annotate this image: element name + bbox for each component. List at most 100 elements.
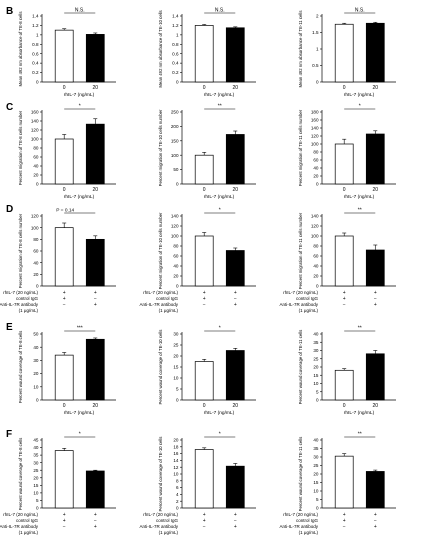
y-tick-label: 0.5 [312,63,319,68]
x-tick-label: 0 [203,403,206,409]
condition-sign: + [203,512,206,518]
y-axis-label: Percent migration of TE-8 cells number [18,110,23,185]
bar [194,25,214,83]
condition-sign: + [343,512,346,518]
y-tick-label: 40 [173,264,179,269]
significance-label: N.S. [355,8,365,14]
x-tick-label: 0 [343,403,346,409]
y-tick-label: 30 [313,455,319,460]
y-tick-label: 100 [311,142,319,147]
y-tick-label: 6 [176,485,179,490]
y-axis-label: Percent wound coverage of TE-10 cells [158,330,163,405]
y-tick-label: 14 [173,458,179,463]
y-tick-label: 35 [313,340,319,345]
y-tick-label: 60 [33,155,39,160]
y-tick-label: 20 [33,173,39,178]
y-tick-label: 0 [176,182,179,187]
y-tick-label: 20 [313,174,319,179]
y-tick-label: 20 [33,272,39,277]
y-tick-label: 40 [33,164,39,169]
y-tick-label: 2 [176,499,179,504]
condition-label: (1 μg/mL) [19,308,39,313]
bar [194,235,214,287]
y-tick-label: 20 [33,475,39,480]
significance-label: ** [358,326,362,332]
y-axis-label: Percent migration of TE-10 cells number [158,212,163,289]
y-tick-label: 15 [313,480,319,485]
y-tick-label: 0.8 [172,42,179,47]
y-tick-label: 18 [173,444,179,449]
bar [225,250,245,287]
x-tick-label: 20 [372,403,378,409]
condition-label: Anti-IL-7R antibody [139,302,178,307]
condition-label: control IgG [296,518,319,523]
condition-sign: + [374,302,377,308]
significance-label: N.S. [215,8,225,14]
bar [85,470,105,509]
condition-sign: + [94,512,97,518]
condition-sign: − [63,524,66,530]
y-tick-label: 5 [36,498,39,503]
y-tick-label: 0 [176,398,179,403]
significance-label: P = 0.14 [56,208,74,214]
y-tick-label: 0 [316,80,319,85]
y-tick-label: 0.8 [32,42,39,47]
y-tick-label: 0 [176,506,179,511]
y-tick-label: 25 [313,356,319,361]
y-tick-label: 4 [176,492,179,497]
chart-f-3: 0 5 10 15 20 25 30 35 40 Percent wound coverage o… [279,432,396,535]
y-tick-label: 0 [316,284,319,289]
condition-sign: − [234,296,237,302]
x-tick-label: 20 [372,85,378,91]
condition-label: rhIL-7 (20 ng/mL) [3,512,38,517]
y-tick-label: 0 [176,80,179,85]
x-tick-label: 0 [63,187,66,193]
chart-c-1: 0 20 40 60 80 100 120 140 160 Percent migration o… [18,104,116,200]
x-tick-label: 20 [92,187,98,193]
chart-d-1: 0 20 40 60 80 100 120 Percent migration of TE-8… [0,208,116,313]
condition-label: control IgG [296,296,319,301]
x-axis-label: rhIL-7 (ng/mL) [64,92,95,98]
significance-label: * [359,104,361,110]
y-tick-label: 5 [176,387,179,392]
y-tick-label: 8 [176,478,179,483]
y-axis-label: Percent migration of TE-8 cells number [18,213,23,288]
bar [85,123,105,185]
y-tick-label: 0 [36,284,39,289]
condition-label: control IgG [156,296,179,301]
bar [334,235,354,287]
condition-sign: + [203,518,206,524]
chart-e-3: 0 5 10 15 20 25 30 35 40 Percent wound coverage o… [298,326,396,416]
bar [85,238,105,287]
x-tick-label: 20 [232,85,238,91]
y-tick-label: 120 [31,214,39,219]
condition-sign: + [63,296,66,302]
y-axis-label: Mean 492 nm absorbance of TE-8 cells [18,12,23,87]
y-tick-label: 16 [173,451,179,456]
y-tick-label: 0 [36,80,39,85]
y-tick-label: 0 [36,398,39,403]
x-tick-label: 20 [92,403,98,409]
y-tick-label: 20 [173,438,179,443]
y-axis-label: Mean 492 nm absorbance of TE-10 cells [158,10,163,87]
y-tick-label: 1 [176,32,179,37]
x-axis-label: rhIL-7 (ng/mL) [204,194,235,200]
y-tick-label: 0.2 [32,70,39,75]
y-tick-label: 10 [313,489,319,494]
y-tick-label: 120 [171,224,179,229]
y-tick-label: 1 [36,32,39,37]
condition-sign: + [63,512,66,518]
condition-label: (1 μg/mL) [299,530,319,535]
y-tick-label: 35 [33,453,39,458]
chart-d-2: 0 20 40 60 80 100 120 140 Percent migration of T… [139,208,256,313]
condition-sign: − [203,524,206,530]
x-tick-label: 0 [343,85,346,91]
significance-label: * [79,104,81,110]
condition-label: rhIL-7 (20 ng/mL) [143,290,178,295]
significance-label: ** [218,104,222,110]
y-axis-label: Percent wound coverage of TE-8 cells [18,438,23,511]
y-axis-label: Percent migration of TE-11 cells number [298,109,303,186]
y-tick-label: 140 [311,126,319,131]
x-axis-label: rhIL-7 (ng/mL) [344,194,375,200]
bar [54,354,74,401]
